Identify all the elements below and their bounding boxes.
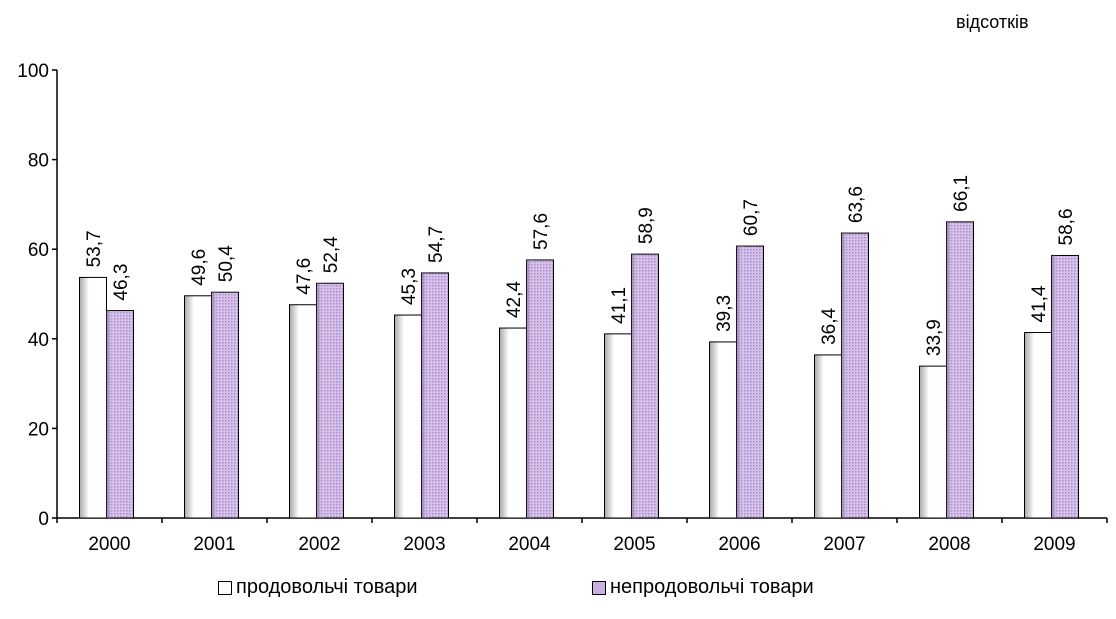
data-label-nonfood: 54,7 bbox=[426, 226, 447, 263]
data-label-nonfood: 50,4 bbox=[216, 245, 237, 282]
bar-nonfood-shade bbox=[211, 292, 239, 518]
legend-label-nonfood: непродовольчі товари bbox=[610, 576, 814, 598]
data-label-food: 36,4 bbox=[819, 308, 840, 345]
x-tick-label: 2000 bbox=[88, 534, 130, 555]
legend-item-nonfood: непродовольчі товари bbox=[592, 576, 814, 599]
bar-food bbox=[289, 304, 317, 519]
data-label-nonfood: 57,6 bbox=[531, 213, 552, 250]
y-tick-label: 40 bbox=[28, 330, 49, 351]
x-tick-label: 2002 bbox=[298, 534, 340, 555]
bar-nonfood-shade bbox=[526, 259, 554, 518]
bar-food bbox=[79, 276, 107, 519]
x-tick-label: 2001 bbox=[193, 534, 235, 555]
legend-swatch-nonfood bbox=[592, 580, 606, 595]
bar-nonfood-shade bbox=[421, 272, 449, 518]
y-tick-label: 80 bbox=[28, 151, 49, 172]
bar-nonfood-shade bbox=[1051, 255, 1079, 519]
bar-nonfood-shade bbox=[316, 283, 344, 518]
bar-food bbox=[919, 365, 947, 519]
data-label-food: 41,1 bbox=[609, 287, 630, 324]
data-label-nonfood: 46,3 bbox=[111, 264, 132, 301]
bar-food bbox=[709, 341, 737, 519]
data-label-food: 33,9 bbox=[924, 319, 945, 356]
bar-food bbox=[1024, 332, 1052, 519]
data-label-nonfood: 58,6 bbox=[1056, 208, 1077, 245]
data-label-food: 45,3 bbox=[399, 268, 420, 305]
bar-food bbox=[604, 333, 632, 519]
data-label-nonfood: 66,1 bbox=[951, 175, 972, 212]
data-label-food: 49,6 bbox=[189, 249, 210, 286]
x-tick-label: 2008 bbox=[928, 534, 970, 555]
y-tick-label: 0 bbox=[38, 509, 49, 530]
y-tick-label: 20 bbox=[28, 419, 49, 440]
data-label-food: 53,7 bbox=[84, 230, 105, 267]
x-tick-label: 2007 bbox=[823, 534, 865, 555]
unit-label: відсотків bbox=[956, 12, 1029, 32]
data-label-food: 42,4 bbox=[504, 281, 525, 318]
x-tick-label: 2009 bbox=[1033, 534, 1075, 555]
bar-nonfood-shade bbox=[946, 221, 974, 518]
data-label-food: 47,6 bbox=[294, 258, 315, 295]
legend-swatch-food bbox=[218, 580, 232, 595]
data-label-nonfood: 52,4 bbox=[321, 236, 342, 273]
data-label-food: 39,3 bbox=[714, 295, 735, 332]
bar-nonfood-shade bbox=[631, 254, 659, 519]
bar-food bbox=[184, 295, 212, 519]
data-label-food: 41,4 bbox=[1029, 285, 1050, 322]
legend-label-food: продовольчі товари bbox=[236, 576, 418, 598]
x-tick-label: 2005 bbox=[613, 534, 655, 555]
bar-nonfood-shade bbox=[841, 233, 869, 518]
data-label-nonfood: 58,9 bbox=[636, 207, 657, 244]
bar-food bbox=[814, 354, 842, 519]
bar-nonfood-shade bbox=[736, 246, 764, 518]
bar-food bbox=[394, 314, 422, 519]
legend-item-food: продовольчі товари bbox=[218, 576, 418, 599]
y-tick-label: 100 bbox=[17, 61, 49, 82]
x-tick-label: 2003 bbox=[403, 534, 445, 555]
data-label-nonfood: 63,6 bbox=[846, 186, 867, 223]
x-tick-label: 2004 bbox=[508, 534, 551, 555]
x-tick-label: 2006 bbox=[718, 534, 760, 555]
data-label-nonfood: 60,7 bbox=[741, 199, 762, 236]
y-tick-label: 60 bbox=[28, 240, 49, 261]
bar-food bbox=[499, 327, 527, 519]
bar-nonfood-shade bbox=[106, 310, 134, 518]
